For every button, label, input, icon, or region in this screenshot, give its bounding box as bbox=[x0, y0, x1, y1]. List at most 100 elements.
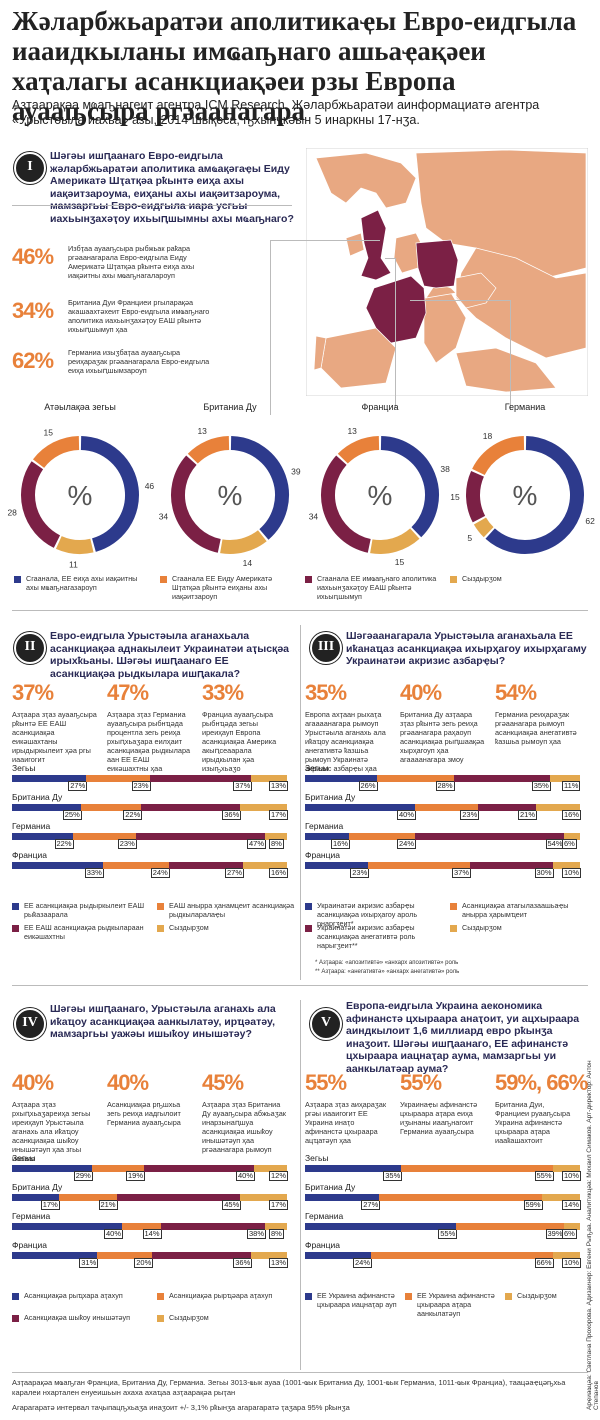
s2-row-label-3: Германиа bbox=[12, 821, 51, 831]
s4-bar-label-1-1: 29% bbox=[73, 1171, 93, 1181]
donut-legend-label-3: Сгаанала ЕЕ имҩаҧнаго аполитика иахьынӡа… bbox=[317, 574, 437, 601]
s4-bar-1-4 bbox=[254, 1165, 287, 1172]
s2-bar-label-3-3: 47% bbox=[247, 839, 267, 849]
s4-bar-label-1-3: 40% bbox=[236, 1171, 256, 1181]
s4-bar-3-1 bbox=[12, 1223, 122, 1230]
s4-bar-label-3-1: 40% bbox=[104, 1229, 124, 1239]
s2-legend-swatch-1 bbox=[12, 903, 19, 910]
s4-bar-label-2-1: 17% bbox=[40, 1200, 60, 1210]
s2-bar-1-3 bbox=[149, 775, 252, 782]
s3-legend-label-2: Асанкциақәа атагылазаашьаҿы аныррa ҳарым… bbox=[462, 901, 569, 919]
s3-bar-4-3 bbox=[470, 862, 553, 869]
s5-bar-label-2-2: 59% bbox=[523, 1200, 543, 1210]
s3-bar-label-4-4: 10% bbox=[562, 868, 582, 878]
s3-legend-label-4: Сыздырӡом bbox=[462, 923, 502, 932]
s1-stat-2-text: Британиа Дуи Франциеи ргыларақәа акашаах… bbox=[68, 298, 210, 334]
s5-bar-1-2 bbox=[401, 1165, 553, 1172]
s2-bar-4-4 bbox=[243, 862, 287, 869]
s3-stat-1-pct: 35% bbox=[305, 680, 347, 705]
s3-legend-label-3: Украинатәи акризис азбарҿы асанкциақәа а… bbox=[317, 923, 416, 950]
s2-legend-swatch-3 bbox=[12, 925, 19, 932]
section-5-question: Европа-еидгыла Украина аекономика афинан… bbox=[346, 1000, 580, 1075]
s5-bar-label-3-1: 55% bbox=[438, 1229, 458, 1239]
s5-legend-swatch-1 bbox=[305, 1293, 312, 1300]
s3-stat-2-pct: 40% bbox=[400, 680, 442, 705]
s4-bar-label-1-2: 19% bbox=[126, 1171, 146, 1181]
s5-legend-label-1: ЕЕ Украина афинанстә цхыраара иацнаҭар а… bbox=[317, 1291, 397, 1309]
s3-bar-3-1 bbox=[305, 833, 349, 840]
section-2-question: Евро-еидгыла Урыстәыла аганахьала асанкц… bbox=[50, 630, 289, 680]
s3-legend-swatch-3 bbox=[305, 925, 312, 932]
s3-bar-2-1 bbox=[305, 804, 415, 811]
s2-row-label-2: Британиа Ду bbox=[12, 792, 63, 802]
s4-legend-swatch-3 bbox=[12, 1315, 19, 1322]
s3-stat-2-text: Британиа Ду азҭаара зҭаз рҟынтә зегь реи… bbox=[400, 710, 485, 764]
donut-1-label-4: 11 bbox=[69, 560, 78, 570]
section-4-badge: IV bbox=[14, 1008, 46, 1040]
section-3-badge: III bbox=[310, 632, 342, 664]
s2-legend-swatch-4 bbox=[157, 925, 164, 932]
s3-row-label-1: Зегьы bbox=[305, 763, 329, 773]
s5-row-label-1: Зегьы bbox=[305, 1153, 329, 1163]
s5-bar-label-1-1: 35% bbox=[383, 1171, 403, 1181]
section-1-badge: I bbox=[14, 152, 46, 184]
s2-bar-2-2 bbox=[80, 804, 142, 811]
s3-bar-1-1 bbox=[305, 775, 377, 782]
s3-row-label-4: Франциа bbox=[305, 850, 340, 860]
s2-bar-1-2 bbox=[86, 775, 150, 782]
s4-bar-label-4-4: 13% bbox=[269, 1258, 289, 1268]
s4-bar-4-2 bbox=[97, 1252, 153, 1259]
s2-bar-4-3 bbox=[168, 862, 243, 869]
donut-3-slice-3 bbox=[321, 455, 371, 553]
s3-bar-label-3-1: 16% bbox=[331, 839, 351, 849]
s5-legend-swatch-3 bbox=[505, 1293, 512, 1300]
donut-legend-swatch-4 bbox=[450, 576, 457, 583]
s3-bar-label-1-4: 11% bbox=[562, 781, 581, 791]
s5-bar-3-1 bbox=[305, 1223, 457, 1230]
s2-legend-label-4: Сыздырӡом bbox=[169, 923, 209, 932]
s4-bar-label-3-4: 8% bbox=[269, 1229, 284, 1239]
donut-4-label-2: 18 bbox=[483, 431, 493, 441]
s5-row-label-3: Германиа bbox=[305, 1211, 344, 1221]
s2-bar-3-4 bbox=[265, 833, 287, 840]
donut-2: 39 14 34 13% bbox=[159, 426, 301, 568]
donut-1-slice-4 bbox=[55, 535, 94, 554]
s3-bar-2-4 bbox=[536, 804, 580, 811]
s5-bar-2-3 bbox=[541, 1194, 580, 1201]
page-subtitle: Азҭаарақәа мҩаҧнагеит агентра ICM Resear… bbox=[12, 98, 540, 127]
donut-3-label-2: 13 bbox=[347, 426, 357, 436]
s2-stat-3-pct: 33% bbox=[202, 680, 244, 705]
s3-bar-label-2-4: 16% bbox=[562, 810, 582, 820]
donut-3-label-1: 38 bbox=[440, 464, 450, 474]
donut-1-slice-3 bbox=[21, 461, 61, 548]
s2-bar-label-1-3: 37% bbox=[233, 781, 253, 791]
s5-stat-2-pct: 55% bbox=[400, 1070, 442, 1095]
s2-bar-3-3 bbox=[135, 833, 265, 840]
s2-bar-label-2-3: 36% bbox=[222, 810, 242, 820]
s2-row-label-4: Франциа bbox=[12, 850, 47, 860]
s4-bar-label-4-2: 20% bbox=[134, 1258, 154, 1268]
s3-bar-1-4 bbox=[549, 775, 580, 782]
s5-legend-label-3: Сыздырӡом bbox=[517, 1291, 557, 1300]
s3-bar-4-4 bbox=[552, 862, 580, 869]
donut-title-2: Британиа Ду bbox=[203, 402, 257, 412]
donut-1-label-2: 15 bbox=[43, 428, 53, 438]
s3-note-2: ** Азҭаара: «анегативтә» «анхарх анегати… bbox=[315, 969, 460, 975]
donut-4-center: % bbox=[513, 480, 538, 511]
s5-bar-1-3 bbox=[552, 1165, 580, 1172]
s5-bar-label-4-3: 10% bbox=[562, 1258, 582, 1268]
s5-bar-3-2 bbox=[456, 1223, 564, 1230]
s4-legend-label-1: Асанкциақәа рыҵхара аҭахуп bbox=[24, 1291, 123, 1300]
section-2-badge: II bbox=[14, 632, 46, 664]
donut-legend-label-2: Сгаанала ЕЕ Еиду Америкатә Шҭатқәа рҟынт… bbox=[172, 574, 273, 601]
s3-bar-4-2 bbox=[368, 862, 470, 869]
donut-2-label-4: 14 bbox=[243, 558, 253, 568]
donut-2-slice-3 bbox=[171, 455, 221, 553]
s5-bar-4-3 bbox=[552, 1252, 580, 1259]
s5-bar-2-1 bbox=[305, 1194, 380, 1201]
section-3-question: Шәгәаанагарала Урыстәыла аганахьала ЕЕ и… bbox=[346, 630, 587, 667]
s3-bar-label-4-3: 30% bbox=[534, 868, 554, 878]
section-4-question: Шәгәы ишԥаанаго, Урыстәыла аганахь ала и… bbox=[50, 1003, 276, 1040]
s4-bar-2-3 bbox=[116, 1194, 241, 1201]
s2-legend-label-3: ЕЕ ЕАШ асанкциақәа рыдкылараан еикәшахтн… bbox=[24, 923, 144, 941]
